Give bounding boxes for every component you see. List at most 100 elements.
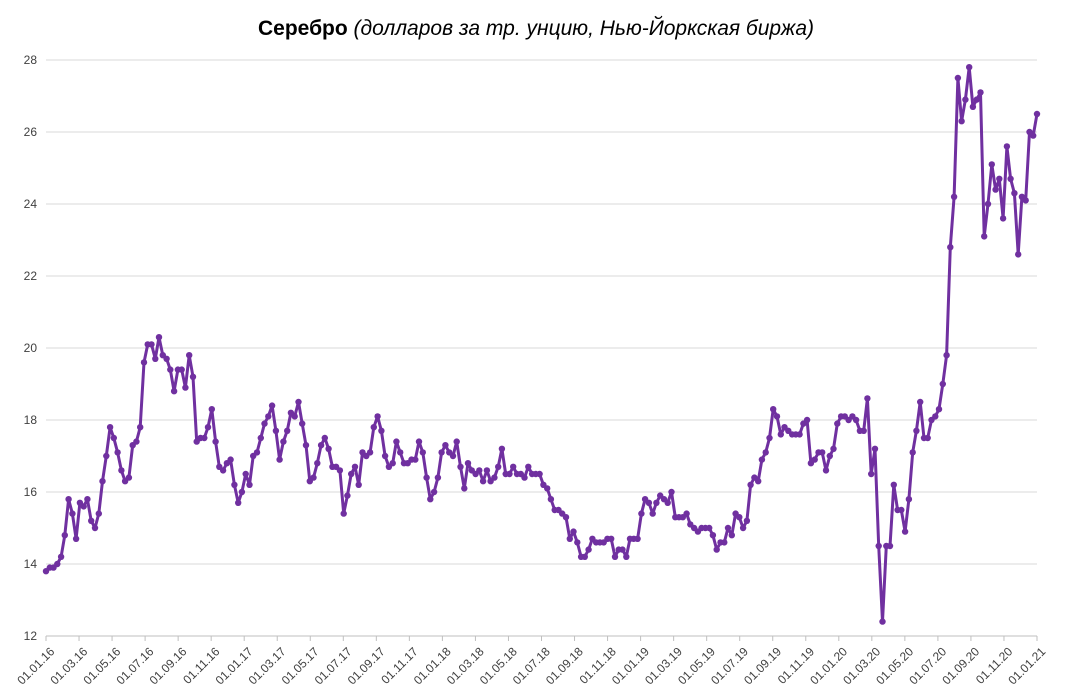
data-point xyxy=(152,355,159,362)
data-point xyxy=(924,434,931,442)
data-point xyxy=(246,481,253,488)
data-point xyxy=(427,496,434,503)
data-point xyxy=(581,553,588,560)
data-point xyxy=(999,215,1007,222)
data-point xyxy=(374,413,381,420)
data-point xyxy=(879,618,886,625)
data-point xyxy=(389,460,396,467)
data-point xyxy=(819,449,826,456)
data-point xyxy=(276,456,283,463)
y-tick-label: 20 xyxy=(24,341,38,355)
data-point xyxy=(634,535,641,542)
data-point xyxy=(118,467,125,474)
data-point xyxy=(536,470,543,478)
data-point xyxy=(777,431,784,438)
data-point xyxy=(366,449,374,456)
data-point xyxy=(770,406,777,413)
data-point xyxy=(1003,143,1011,150)
data-point xyxy=(381,452,389,460)
data-point xyxy=(412,456,419,463)
chart-title-main: Серебро xyxy=(258,17,348,40)
data-point xyxy=(996,175,1003,182)
data-point xyxy=(72,535,80,542)
data-point xyxy=(525,463,532,470)
data-point xyxy=(574,539,581,546)
y-tick-label: 16 xyxy=(24,485,38,499)
data-point xyxy=(917,398,924,406)
data-point xyxy=(547,496,555,503)
data-point xyxy=(344,492,351,499)
data-point xyxy=(653,499,660,506)
data-point xyxy=(649,510,656,517)
data-point xyxy=(182,384,189,391)
gridlines xyxy=(46,59,1037,637)
data-point xyxy=(645,499,653,506)
data-point xyxy=(935,406,943,413)
data-point xyxy=(434,474,442,481)
data-point xyxy=(739,524,747,532)
data-point xyxy=(905,496,913,503)
data-point xyxy=(242,470,249,478)
data-point xyxy=(419,449,426,456)
data-point xyxy=(201,434,208,442)
y-tick-label: 28 xyxy=(24,53,38,67)
data-point xyxy=(762,449,769,456)
data-point xyxy=(355,481,362,488)
data-point xyxy=(219,467,227,474)
data-point xyxy=(969,103,977,111)
data-point xyxy=(773,413,781,420)
data-point xyxy=(299,420,306,427)
data-point xyxy=(95,510,103,517)
data-point xyxy=(310,474,317,481)
data-point xyxy=(479,478,487,485)
data-point xyxy=(1033,110,1041,118)
data-point xyxy=(137,424,144,431)
data-point xyxy=(268,402,276,409)
data-point xyxy=(947,244,954,251)
data-point xyxy=(521,474,528,481)
data-point xyxy=(265,413,272,420)
data-point xyxy=(724,524,732,532)
data-point xyxy=(348,470,355,478)
data-point xyxy=(868,470,875,478)
data-point xyxy=(860,427,867,434)
data-point xyxy=(208,406,215,413)
data-point xyxy=(954,74,962,82)
data-point xyxy=(1015,251,1022,258)
data-point xyxy=(302,442,310,449)
data-point xyxy=(284,427,291,434)
data-point xyxy=(977,89,984,96)
data-point xyxy=(585,546,592,553)
data-point xyxy=(336,467,344,474)
data-point xyxy=(163,355,170,362)
y-tick-label: 14 xyxy=(24,557,38,571)
data-point xyxy=(943,352,950,359)
data-point xyxy=(291,413,298,420)
series-line xyxy=(44,65,1039,624)
data-point xyxy=(227,456,234,463)
data-point xyxy=(611,553,619,560)
data-point xyxy=(430,488,438,496)
data-point xyxy=(664,499,671,506)
data-point xyxy=(238,488,246,496)
chart-title-subtitle: (долларов за тр. унцию, Нью-Йоркская бир… xyxy=(354,17,814,40)
data-point xyxy=(61,532,68,539)
data-point xyxy=(1030,132,1037,139)
data-point xyxy=(272,427,280,434)
data-point xyxy=(709,532,717,539)
data-point xyxy=(491,474,498,481)
data-point xyxy=(992,186,999,193)
data-point xyxy=(65,496,72,503)
y-tick-label: 18 xyxy=(24,413,38,427)
data-point xyxy=(415,438,423,445)
data-point xyxy=(958,118,965,125)
data-point xyxy=(826,452,833,460)
data-point xyxy=(886,542,894,550)
data-point xyxy=(114,449,121,456)
data-point xyxy=(913,427,920,434)
data-point xyxy=(950,193,958,200)
data-point xyxy=(231,481,238,488)
data-point xyxy=(852,416,860,424)
data-point xyxy=(566,535,573,542)
